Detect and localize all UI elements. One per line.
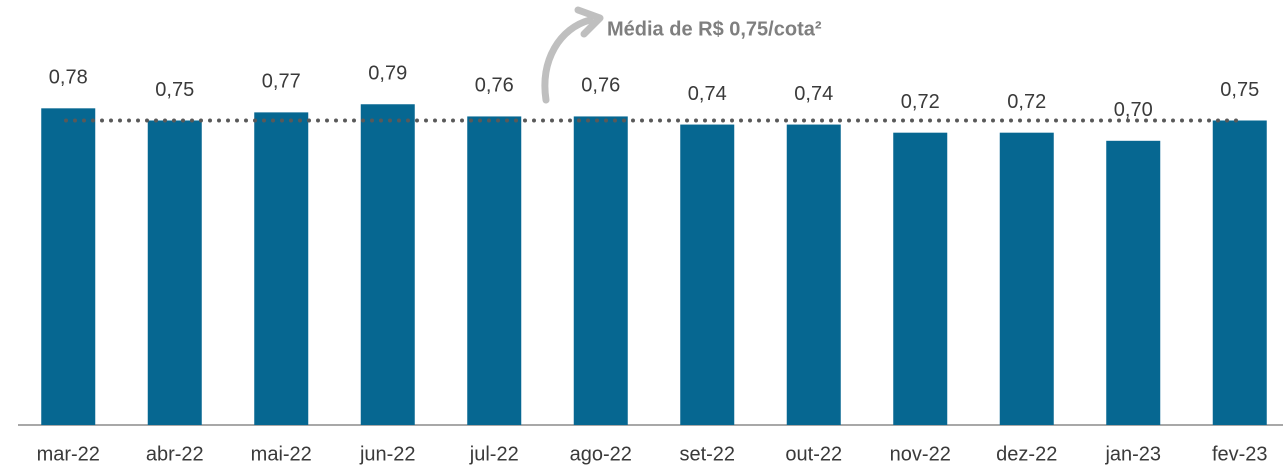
value-label: 0,70	[1114, 99, 1153, 121]
bar	[254, 112, 309, 425]
bar	[893, 132, 948, 425]
x-tick-label: fev-23	[1212, 443, 1268, 465]
bar	[41, 108, 96, 425]
bar	[467, 116, 522, 425]
x-tick-label: jan-23	[1104, 443, 1161, 465]
x-tick-label: abr-22	[146, 443, 204, 465]
x-tick-label: jun-22	[359, 443, 416, 465]
x-tick-label: nov-22	[890, 443, 951, 465]
bar	[999, 132, 1054, 425]
annotation: Média de R$ 0,75/cota²	[607, 18, 822, 40]
x-tick-label: jul-22	[469, 443, 519, 465]
value-label: 0,72	[901, 91, 940, 113]
x-tick-label: out-22	[785, 443, 842, 465]
bar	[360, 104, 415, 425]
value-label: 0,74	[688, 83, 727, 105]
bar	[786, 124, 841, 425]
value-label: 0,79	[368, 63, 407, 85]
bar	[1212, 120, 1267, 425]
x-tick-label: mar-22	[37, 443, 100, 465]
value-label: 0,76	[581, 75, 620, 97]
x-tick-label: set-22	[679, 443, 735, 465]
x-tick-label: ago-22	[570, 443, 632, 465]
bar	[147, 120, 202, 425]
x-tick-label: dez-22	[996, 443, 1057, 465]
value-label: 0,74	[794, 83, 833, 105]
x-tick-label: mai-22	[251, 443, 312, 465]
annotation-arrow	[541, 16, 594, 104]
value-label: 0,77	[262, 71, 301, 93]
bar	[680, 124, 735, 425]
bar	[573, 116, 628, 425]
value-label: 0,75	[1220, 79, 1259, 101]
bar	[1106, 140, 1161, 426]
value-label: 0,72	[1007, 91, 1046, 113]
value-label: 0,75	[155, 79, 194, 101]
value-label: 0,76	[475, 75, 514, 97]
annotation-arrowhead	[574, 6, 604, 38]
value-label: 0,78	[49, 67, 88, 89]
